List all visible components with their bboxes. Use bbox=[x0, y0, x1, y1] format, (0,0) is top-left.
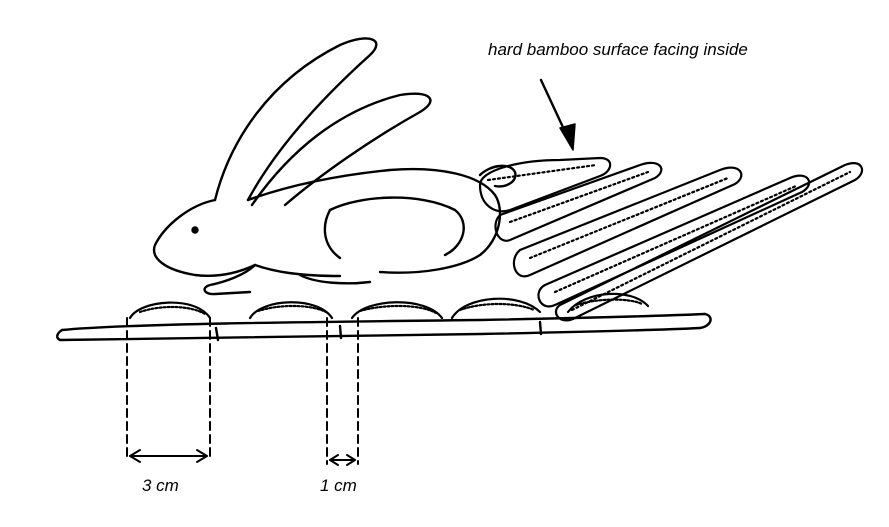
pointer-arrow bbox=[539, 78, 576, 151]
narrow-gap-label: 1 cm bbox=[320, 476, 357, 495]
rear-bamboo-slats bbox=[478, 156, 864, 322]
rabbit-figure bbox=[152, 37, 517, 296]
front-bamboo-arches bbox=[128, 292, 650, 320]
base-support-stick bbox=[56, 312, 712, 342]
dimension-narrow-gap bbox=[326, 317, 359, 466]
wide-gap-label: 3 cm bbox=[142, 476, 179, 495]
dimension-wide-gap bbox=[126, 317, 211, 463]
surface-annotation-label: hard bamboo surface facing inside bbox=[488, 40, 748, 59]
